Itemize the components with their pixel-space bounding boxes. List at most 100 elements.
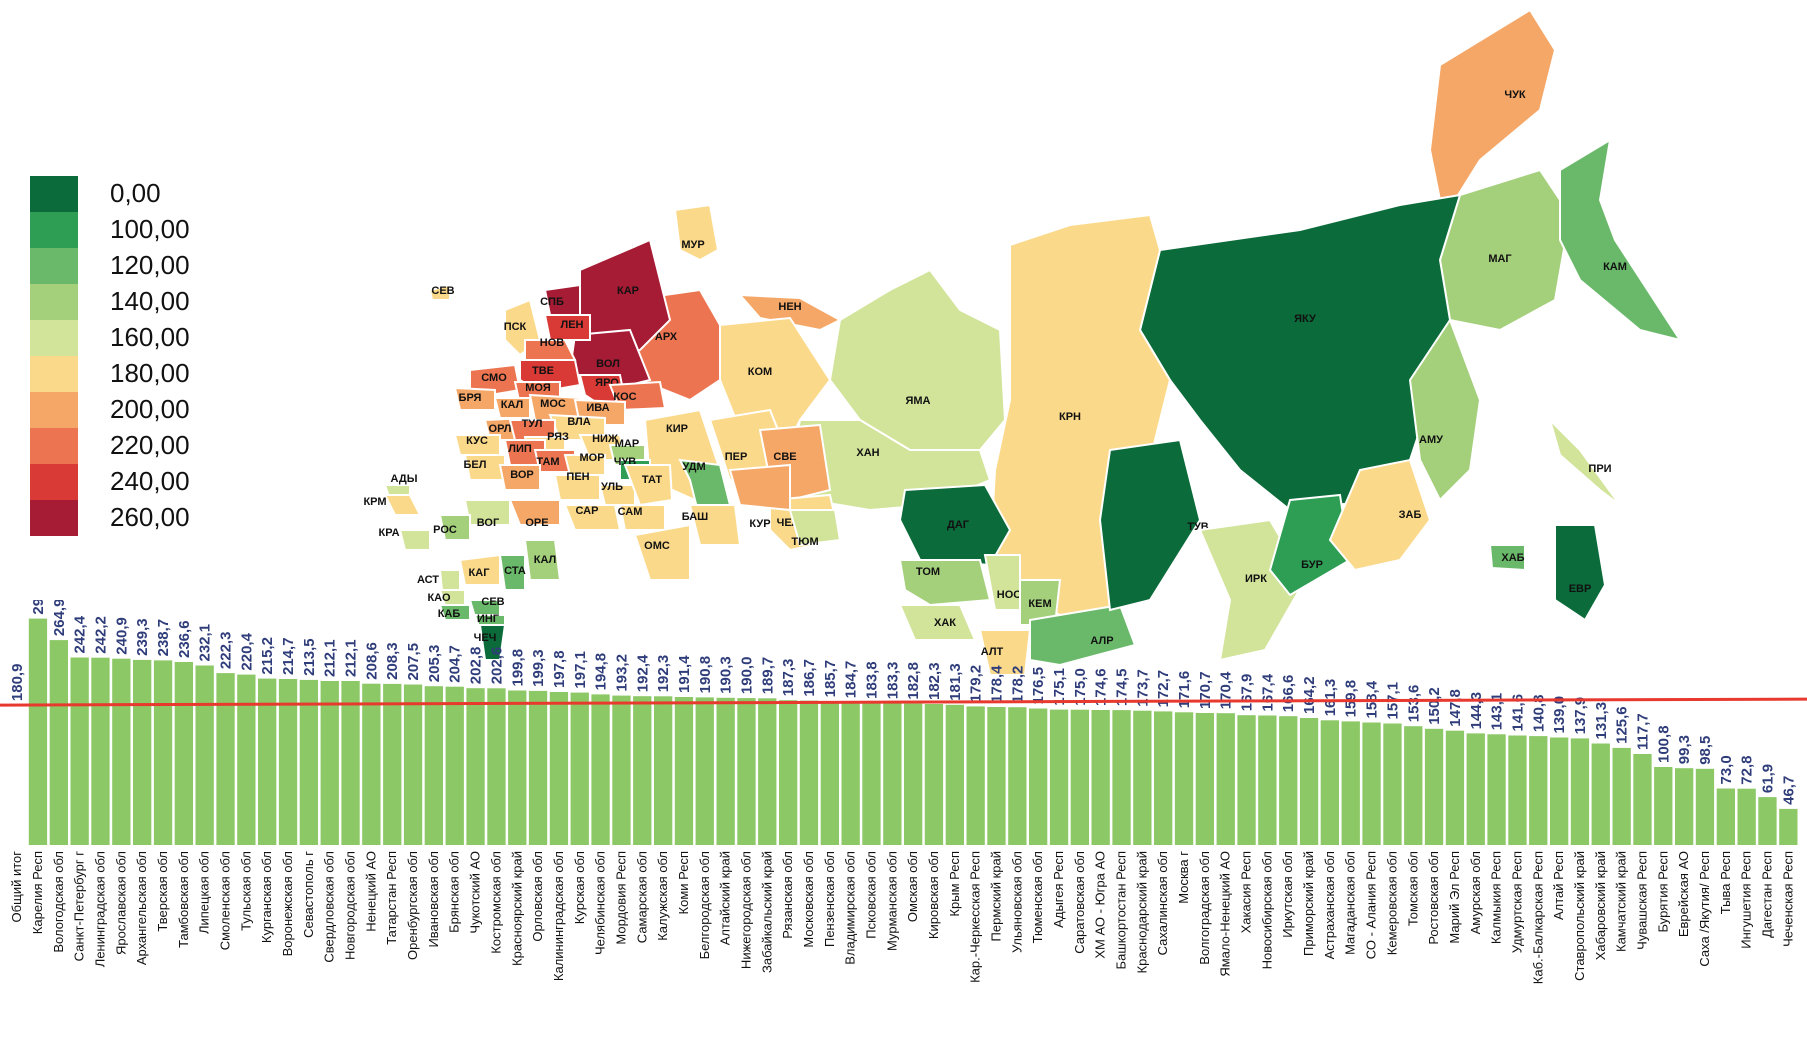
legend-swatch <box>30 464 78 500</box>
map-region-shape <box>458 553 501 586</box>
category-label: Марий Эл Респ <box>1447 851 1462 944</box>
map-region-label: СЕВ <box>431 285 454 297</box>
bar-value-label: 239,3 <box>134 618 151 656</box>
map-region-shape <box>1554 524 1607 622</box>
map-region-label: ТОМ <box>916 566 940 578</box>
bar-value-label: 240,9 <box>113 617 130 655</box>
map-region-label: ОРЛ <box>489 423 512 435</box>
map-region-shape <box>1138 193 1462 512</box>
category-label: Кар.-Черкесская Респ <box>968 851 983 983</box>
bar-value-label: 183,3 <box>884 662 901 700</box>
category-label: ХМ АО - Югра АО <box>1093 851 1108 959</box>
bar <box>1633 754 1652 845</box>
map-region-label: БУР <box>1301 559 1323 571</box>
bar-value-label: 137,9 <box>1572 697 1589 735</box>
bar-value-label: 147,8 <box>1447 689 1464 727</box>
category-label: Красноярский край <box>509 851 524 966</box>
map-region-label: ВЛА <box>567 416 590 428</box>
bar-value-label: 197,1 <box>572 651 589 689</box>
map-region-label: ПЕР <box>725 451 748 463</box>
category-label: Вологодская обл <box>51 851 66 953</box>
category-label: Ростовская обл <box>1426 851 1441 945</box>
average-reference-line <box>0 697 1807 707</box>
bar-value-label: 144,3 <box>1468 692 1485 730</box>
category-label: Алтай Респ <box>1551 851 1566 920</box>
bar <box>862 702 881 845</box>
bar <box>341 681 360 845</box>
map-region: ЯМА <box>828 268 1007 451</box>
category-label: Калмыкия Респ <box>1489 851 1504 944</box>
bar <box>1133 710 1152 845</box>
category-label: Бурятия Респ <box>1655 851 1670 932</box>
category-label: Мурманская обл <box>884 851 899 951</box>
map-region-shape <box>563 504 622 531</box>
map-region: ВОГ <box>463 499 511 529</box>
map-region-shape <box>438 604 471 621</box>
map-region-shape <box>1547 416 1621 506</box>
map-region-shape <box>898 559 992 607</box>
map-region-label: САР <box>576 505 599 517</box>
map-region-label: ХАК <box>934 617 956 629</box>
bar-value-label: 222,3 <box>218 632 235 670</box>
map-region-label: ХАБ <box>1501 552 1524 564</box>
legend-swatch <box>30 176 78 212</box>
bar-value-label: 170,7 <box>1197 671 1214 709</box>
category-label: Калужская обл <box>655 851 670 941</box>
category-label: Ярославская обл <box>113 851 128 955</box>
legend-swatch <box>30 428 78 464</box>
category-label: Томская обл <box>1405 851 1420 926</box>
bar-value-label: 72,8 <box>1739 755 1756 784</box>
map-region-label: КАЛ <box>501 399 524 411</box>
map-region-shape <box>828 268 1007 451</box>
bar <box>362 683 381 845</box>
bar-value-label: 181,3 <box>947 663 964 701</box>
bar <box>49 640 68 845</box>
bar-value-label: 182,3 <box>926 662 943 700</box>
bar-value-label: 199,8 <box>509 649 526 687</box>
legend-label: 200,00 <box>110 394 190 424</box>
category-label: Тыва Респ <box>1718 851 1733 914</box>
map-region-shape <box>523 539 562 581</box>
bar <box>195 665 214 845</box>
map-region-label: ЕВР <box>1569 583 1592 595</box>
map-region-shape <box>553 474 601 501</box>
category-label: Пермский край <box>989 851 1004 941</box>
legend-label: 100,00 <box>110 214 190 244</box>
regional-bar-chart: 180,9 Общий итог 292,8 Карелия Респ 264,9 Вол… <box>0 600 1807 984</box>
bar <box>1091 710 1110 845</box>
bar <box>1570 738 1590 845</box>
category-label: Саха /Якутия/ Респ <box>1697 851 1712 967</box>
bar <box>1675 768 1694 845</box>
bar <box>1362 722 1381 845</box>
bar <box>1758 797 1777 845</box>
map-region-shape <box>453 386 496 411</box>
category-label: Чукотский АО <box>468 851 483 934</box>
bar <box>1341 721 1360 845</box>
map-region: САР <box>563 504 622 531</box>
category-label: Архангельская обл <box>134 851 149 965</box>
map-region-label: НЕН <box>778 301 801 313</box>
category-label: Тверская обл <box>155 851 170 932</box>
bar <box>924 704 944 845</box>
bar-value-label: 187,3 <box>780 659 797 697</box>
bar-value-label: 183,8 <box>864 661 881 699</box>
category-label: Магаданская обл <box>1343 851 1358 955</box>
map-region-shape <box>1268 493 1352 597</box>
map-region-label: ЯКУ <box>1294 313 1316 325</box>
category-label: Смоленская обл <box>218 851 233 950</box>
bar-value-label: 98,5 <box>1697 736 1714 765</box>
category-label: Чувашская Респ <box>1635 851 1650 950</box>
bar <box>737 698 756 845</box>
bar-value-label: 73,0 <box>1718 755 1735 784</box>
category-label: Владимирская обл <box>843 851 858 965</box>
category-label: Волгоградская обл <box>1197 851 1212 965</box>
map-region-label: СМО <box>481 372 507 384</box>
category-label: Крым Респ <box>947 851 962 917</box>
bar <box>1049 709 1069 845</box>
map-region-label: КРМ <box>363 496 386 508</box>
category-label: Чеченская Респ <box>1780 851 1795 947</box>
bar-value-label: 242,4 <box>72 615 89 653</box>
bar-value-label: 212,1 <box>343 639 360 677</box>
bar-value-label: 174,5 <box>1114 669 1131 707</box>
category-label: Саратовская обл <box>1072 851 1087 954</box>
